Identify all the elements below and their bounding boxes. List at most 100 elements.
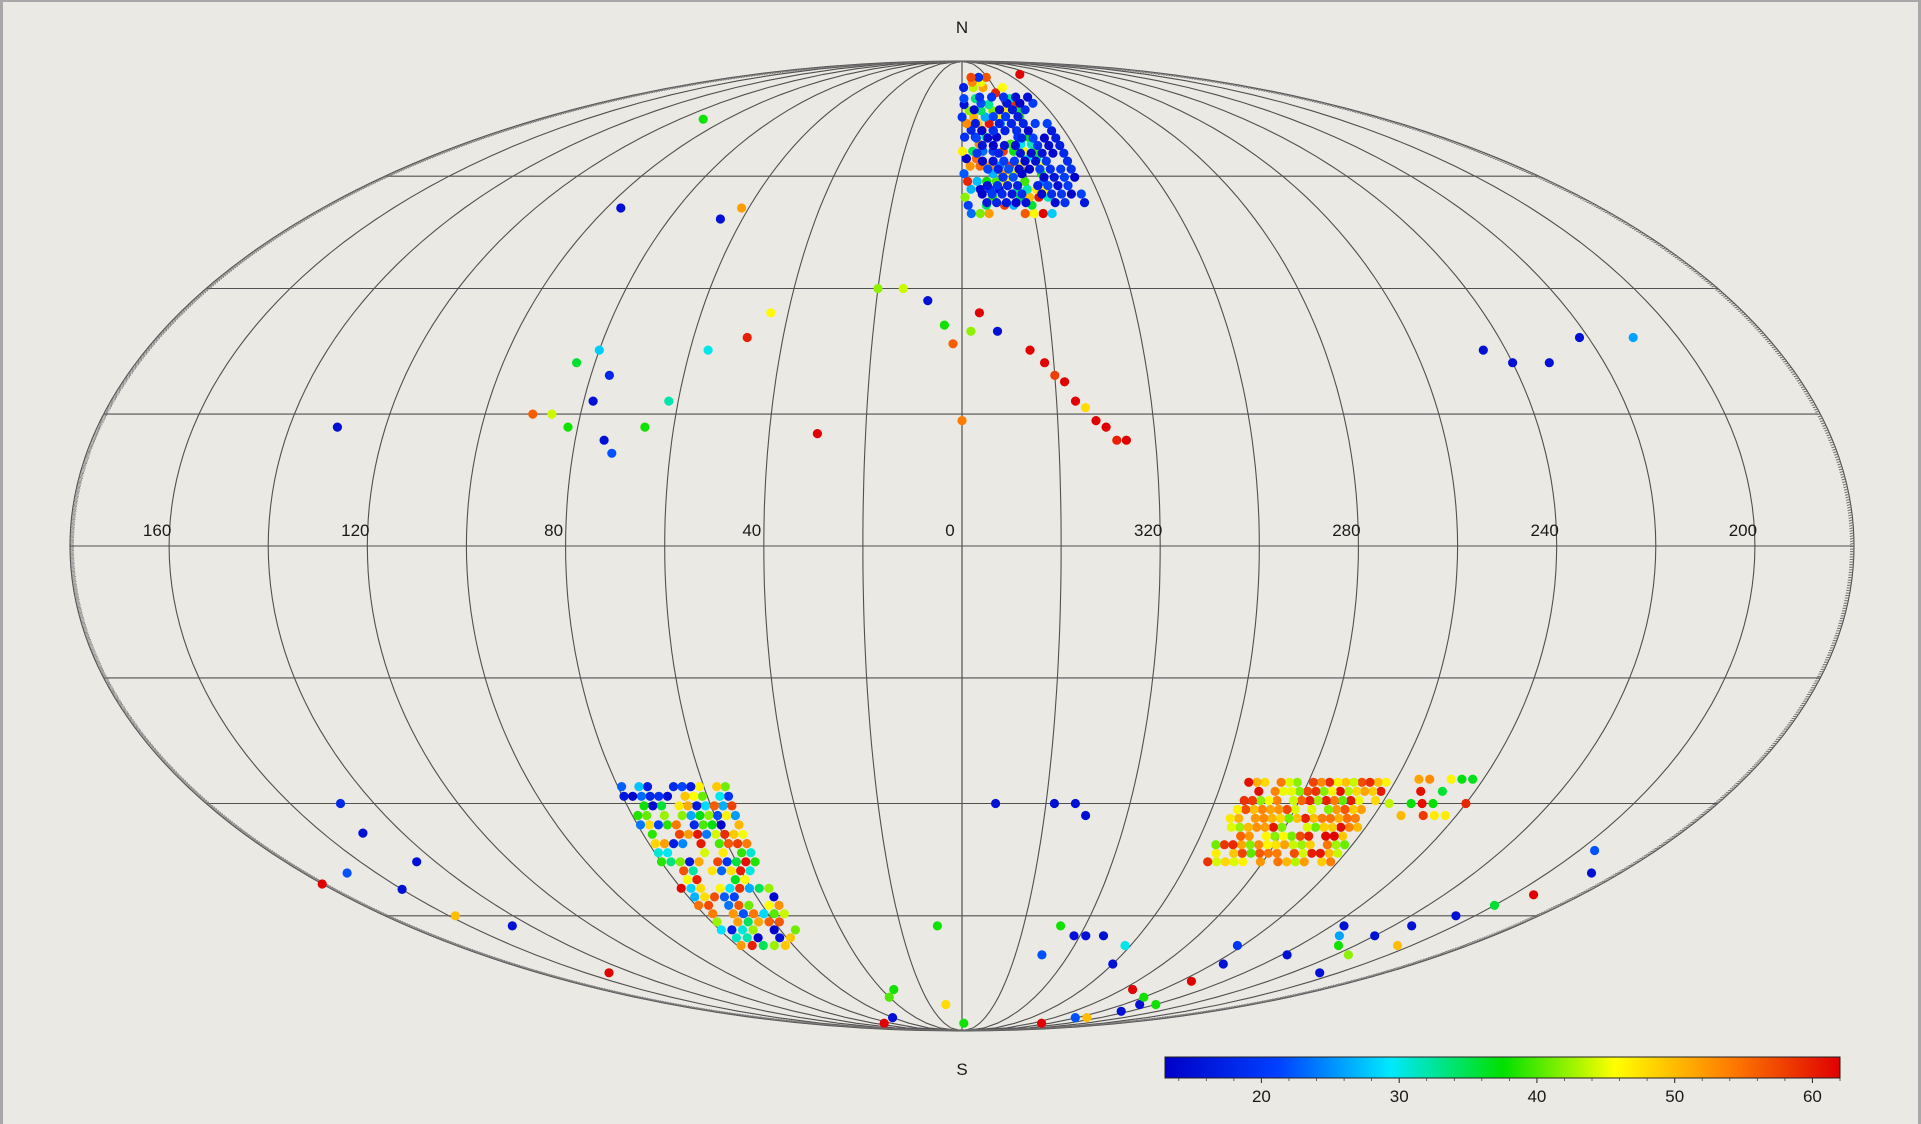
data-point xyxy=(1384,798,1394,809)
longitude-label: 240 xyxy=(1531,521,1559,540)
data-point xyxy=(1263,848,1273,858)
data-point xyxy=(1407,921,1417,931)
data-point xyxy=(1303,786,1313,797)
data-point xyxy=(1070,172,1080,182)
data-point xyxy=(1299,857,1309,867)
data-point xyxy=(639,801,649,811)
data-point xyxy=(1325,813,1335,824)
data-point xyxy=(599,435,609,445)
data-point xyxy=(888,1013,898,1023)
data-point xyxy=(723,839,734,849)
data-point xyxy=(1329,795,1339,806)
data-point xyxy=(1265,804,1276,815)
data-point xyxy=(1028,98,1038,108)
data-point xyxy=(988,156,998,166)
data-point xyxy=(729,892,739,902)
data-point xyxy=(941,999,951,1010)
data-point xyxy=(1349,777,1359,787)
data-point xyxy=(1260,777,1270,787)
data-point xyxy=(657,801,667,811)
data-point xyxy=(1290,857,1301,867)
data-point xyxy=(977,126,987,136)
data-point xyxy=(932,921,943,931)
data-point xyxy=(1289,848,1299,858)
data-point xyxy=(1018,118,1028,129)
data-point xyxy=(970,118,981,129)
data-point xyxy=(988,112,998,122)
data-point xyxy=(1035,164,1045,174)
data-point xyxy=(716,925,726,935)
data-point xyxy=(1256,795,1266,806)
data-point xyxy=(722,857,732,867)
data-point xyxy=(1305,840,1315,850)
data-point xyxy=(1373,777,1383,787)
data-point xyxy=(742,332,752,343)
data-point xyxy=(1468,774,1478,784)
data-point xyxy=(1272,795,1282,806)
data-point xyxy=(730,875,740,885)
data-point xyxy=(1250,813,1260,824)
data-point xyxy=(1278,831,1288,841)
data-point xyxy=(1295,831,1305,841)
data-point xyxy=(1429,810,1439,821)
colorbar-tick-label: 40 xyxy=(1527,1087,1546,1106)
data-point xyxy=(721,810,732,821)
data-point xyxy=(1574,332,1585,343)
data-point xyxy=(1060,377,1070,387)
data-point xyxy=(744,900,754,911)
data-point xyxy=(700,892,710,902)
data-point xyxy=(738,909,749,919)
data-point xyxy=(1304,831,1314,841)
data-point xyxy=(769,925,779,935)
pole-label-north: N xyxy=(956,18,968,37)
data-point xyxy=(734,820,744,830)
data-point xyxy=(1048,148,1058,158)
data-point xyxy=(1297,840,1307,850)
data-point xyxy=(653,848,664,858)
data-point xyxy=(1237,848,1247,858)
data-point xyxy=(746,848,756,858)
data-point xyxy=(1053,181,1063,191)
data-point xyxy=(450,911,460,921)
data-point xyxy=(754,883,764,893)
data-point xyxy=(1044,140,1054,151)
data-point xyxy=(588,396,598,406)
data-point xyxy=(1315,968,1325,978)
data-point xyxy=(735,883,745,893)
data-point xyxy=(700,801,711,811)
data-point xyxy=(695,810,705,821)
data-point xyxy=(1451,911,1461,921)
data-point xyxy=(975,92,985,102)
data-point xyxy=(965,161,975,171)
data-point xyxy=(1220,857,1230,867)
data-point xyxy=(647,829,657,839)
data-point xyxy=(693,829,703,839)
data-point xyxy=(1020,156,1030,166)
data-point xyxy=(635,820,646,830)
data-point xyxy=(547,409,557,419)
data-point xyxy=(1302,822,1312,832)
data-point xyxy=(1276,777,1286,787)
data-point xyxy=(709,892,720,902)
data-point xyxy=(1237,840,1247,850)
data-point xyxy=(743,917,753,927)
data-point xyxy=(1211,840,1221,850)
data-point xyxy=(758,940,768,951)
longitude-label: 0 xyxy=(945,521,954,540)
data-point xyxy=(1066,189,1076,199)
data-point xyxy=(572,358,582,368)
data-point xyxy=(939,320,950,330)
data-point xyxy=(633,810,643,821)
data-point xyxy=(1025,345,1035,355)
data-point xyxy=(1360,786,1370,797)
data-point xyxy=(650,839,660,849)
data-point xyxy=(988,140,998,151)
data-point xyxy=(1017,133,1027,143)
data-point xyxy=(719,892,730,902)
data-point xyxy=(1268,822,1278,832)
data-point xyxy=(1011,198,1021,208)
data-point xyxy=(654,791,664,801)
data-point xyxy=(1336,822,1346,832)
data-point xyxy=(961,154,972,164)
